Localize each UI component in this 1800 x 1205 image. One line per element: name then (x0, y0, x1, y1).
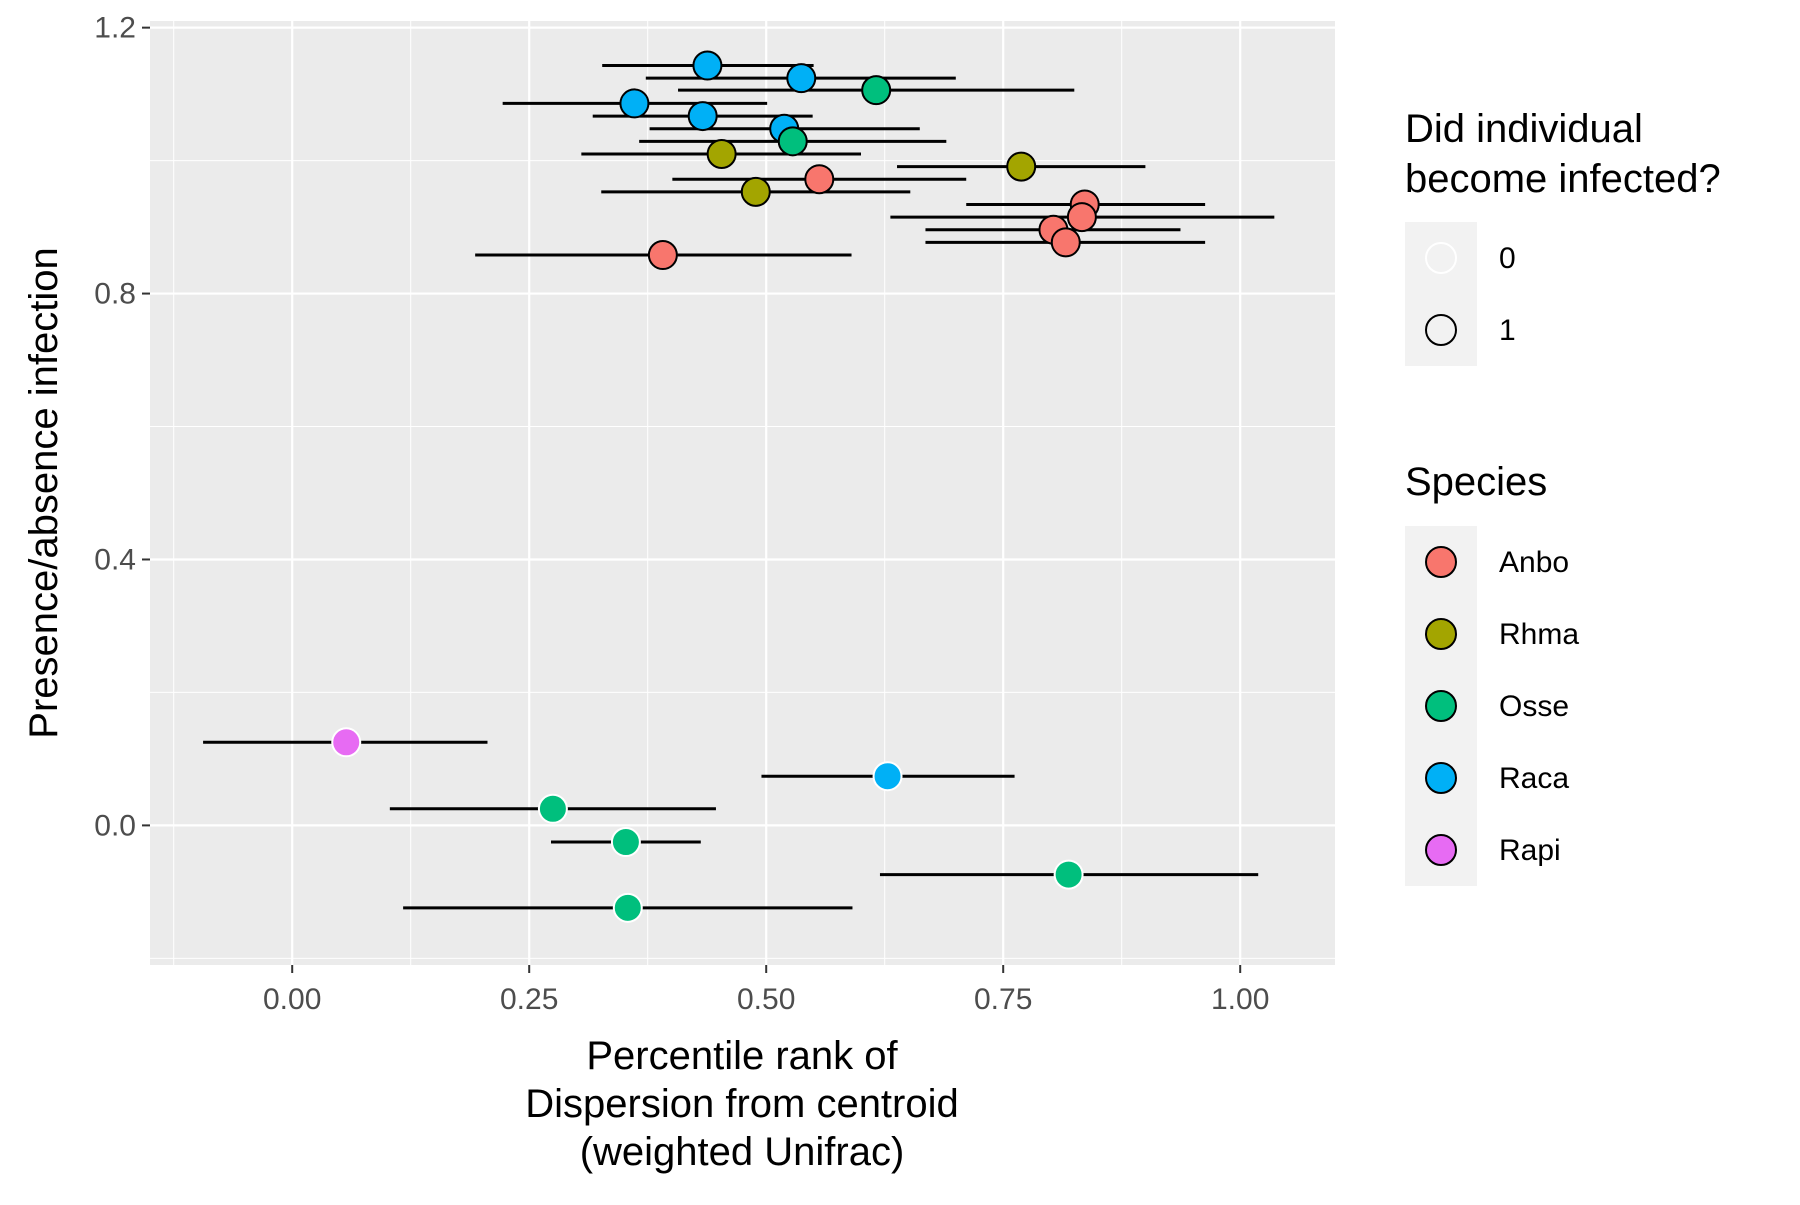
legend-species-key-rapi (1425, 834, 1457, 866)
point-raca (692, 50, 723, 81)
y-axis-title: Presence/absence infection (22, 247, 66, 738)
legend-species-key-rhma (1425, 618, 1457, 650)
point-osse (1053, 859, 1084, 890)
legend-species: Species Anbo Rhma Osse Raca Rapi (1405, 460, 1579, 886)
legend-species-key-osse (1425, 690, 1457, 722)
x-tick-label: 0.75 (974, 983, 1032, 1016)
y-axis: 0.0 0.4 0.8 1.2 (94, 12, 150, 842)
point-raca (619, 88, 650, 119)
legend-infected-key-1 (1425, 314, 1457, 346)
point-anbo (1050, 227, 1081, 258)
legend-species-title: Species (1405, 460, 1547, 504)
point-raca (687, 101, 718, 132)
panel-background (150, 21, 1335, 965)
point-osse (861, 75, 892, 106)
point-raca (872, 761, 903, 792)
legend-species-label-raca: Raca (1499, 762, 1569, 795)
point-osse (777, 126, 808, 157)
point-anbo (804, 164, 835, 195)
legend-infected-key-0 (1425, 242, 1457, 274)
y-tick-label: 0.4 (94, 543, 136, 576)
point-osse (610, 827, 641, 858)
point-anbo (1066, 202, 1097, 233)
legend-species-label-rapi: Rapi (1499, 834, 1561, 867)
x-axis: 0.00 0.25 0.50 0.75 1.00 (263, 965, 1269, 1016)
x-axis-title-line-2: Dispersion from centroid (525, 1082, 959, 1126)
data-points (331, 50, 1100, 923)
point-rhma (706, 138, 737, 169)
legend-infected-label-1: 1 (1499, 314, 1516, 347)
point-osse (537, 793, 568, 824)
legend-infected-title-line-2: become infected? (1405, 157, 1721, 201)
x-tick-label: 1.00 (1211, 983, 1269, 1016)
point-rapi (331, 727, 362, 758)
y-tick-label: 0.8 (94, 278, 136, 311)
legend-species-key-raca (1425, 762, 1457, 794)
legend-infected-title-line-1: Did individual (1405, 107, 1643, 151)
x-axis-title-line-3: (weighted Unifrac) (580, 1130, 905, 1174)
x-axis-title-line-1: Percentile rank of (586, 1034, 898, 1078)
y-tick-label: 0.0 (94, 809, 136, 842)
legend-species-label-osse: Osse (1499, 690, 1569, 723)
point-osse (612, 892, 643, 923)
y-tick-label: 1.2 (94, 12, 136, 45)
legend-species-key-anbo (1425, 546, 1457, 578)
point-raca (786, 63, 817, 94)
point-rhma (740, 176, 771, 207)
legend-infected-label-0: 0 (1499, 242, 1516, 275)
point-rhma (1006, 151, 1037, 182)
legend-infected: Did individual become infected? 0 1 (1405, 107, 1721, 366)
x-tick-label: 0.25 (500, 983, 558, 1016)
x-tick-label: 0.00 (263, 983, 321, 1016)
point-anbo (647, 240, 678, 271)
legend-species-label-rhma: Rhma (1499, 618, 1579, 651)
legend-species-label-anbo: Anbo (1499, 546, 1569, 579)
x-tick-label: 0.50 (737, 983, 795, 1016)
